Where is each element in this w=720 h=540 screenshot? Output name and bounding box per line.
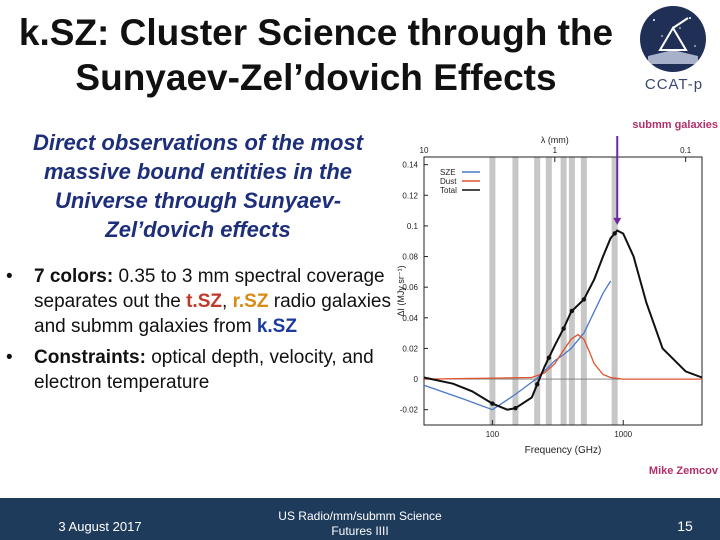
bullet-label: 7 colors:	[34, 266, 114, 287]
band-stripe	[534, 157, 541, 425]
top-tick-label: 0.1	[680, 146, 692, 155]
y-tick-label: 0.06	[402, 283, 418, 292]
intro-line-2: massive bound entities in the	[43, 159, 353, 184]
ksz-term: k.SZ	[256, 316, 297, 337]
bullet-label: Constraints:	[34, 347, 146, 368]
legend-label: SZE	[440, 168, 456, 177]
top-axis-label: λ (mm)	[541, 135, 569, 145]
data-point	[546, 355, 552, 360]
bullet-text: 0.35 to 3 mm spectral coverage separates…	[34, 266, 385, 312]
bullet-list: • 7 colors: 0.35 to 3 mm spectral covera…	[6, 264, 394, 401]
band-stripe	[512, 157, 519, 425]
footer-date: 3 August 2017	[58, 519, 142, 534]
data-point	[569, 308, 575, 314]
y-tick-label: 0.04	[402, 314, 418, 323]
band-stripe	[580, 157, 587, 425]
y-tick-label: 0.1	[407, 222, 419, 231]
page-number: 15	[677, 518, 693, 534]
logo-text: CCAT-p	[644, 76, 704, 93]
footer-center-text: US Radio/mm/submm Science Futures IIII	[250, 509, 470, 539]
bullet-dot-icon: •	[6, 266, 13, 287]
legend-label: Total	[440, 186, 457, 195]
y-tick-label: -0.02	[400, 406, 419, 415]
y-tick-label: 0	[414, 375, 419, 384]
plot-frame	[423, 156, 703, 426]
y-axis-label: ΔI (MJy sr⁻¹)	[396, 265, 406, 316]
footer-bar: 3 August 2017 US Radio/mm/submm Science …	[0, 498, 720, 540]
band-stripe	[545, 157, 552, 425]
top-tick-label: 1	[553, 146, 558, 155]
band-stripe	[611, 157, 618, 425]
top-tick-label: 10	[420, 146, 429, 155]
intro-line-1: Direct observations of the most	[32, 130, 364, 155]
footer-center-line-2: Futures IIII	[331, 524, 389, 538]
legend-label: Dust	[440, 177, 457, 186]
bullet-dot-icon: •	[6, 347, 13, 368]
y-tick-label: 0.14	[402, 161, 418, 170]
band-stripe	[560, 157, 567, 425]
sz-spectrum-chart: -0.02 0 0.02 0.04 0.06 0.08 0.1 0.12 0.14 100 1000…	[392, 112, 720, 484]
arrow-head-icon	[613, 217, 622, 225]
slide-title: k.SZ: Cluster Science through the Sunyae…	[0, 10, 632, 100]
y-tick-label: 0.12	[402, 191, 418, 200]
series-line-dust	[423, 333, 702, 380]
data-point	[581, 297, 587, 302]
x-tick-label: 1000	[614, 430, 632, 439]
data-point	[513, 405, 518, 411]
bullet-text: optical depth, velocity, and electron te…	[34, 347, 374, 393]
x-axis-label: Frequency (GHz)	[525, 445, 602, 456]
band-stripe	[489, 157, 496, 425]
intro-line-3: Universe through Sunyaev-	[54, 188, 342, 213]
ccat-logo: CCAT-p	[632, 6, 716, 98]
data-point	[490, 401, 495, 406]
data-point	[612, 231, 617, 236]
series-line-total	[423, 229, 703, 411]
intro-text: Direct observations of the most massive …	[8, 128, 388, 244]
y-tick-label: 0.02	[402, 344, 418, 353]
data-point	[535, 382, 540, 387]
band-stripe	[568, 157, 575, 425]
footer-center-line-1: US Radio/mm/submm Science	[278, 509, 442, 523]
x-tick-label: 100	[486, 430, 500, 439]
bullet-text-2: radio galaxies and submm galaxies from	[34, 291, 391, 337]
bullet-item-constraints: • Constraints: optical depth, velocity, …	[6, 345, 394, 395]
tsz-term: t.SZ	[186, 291, 222, 312]
series-line-sze	[423, 280, 612, 411]
title-line-2: Sunyaev-Zel’dovich Effects	[75, 57, 557, 98]
chart-svg: -0.02 0 0.02 0.04 0.06 0.08 0.1 0.12 0.14 100 1000…	[396, 119, 719, 477]
credit-text: Mike Zemcov	[649, 465, 719, 477]
submm-annotation: submm galaxies	[632, 119, 718, 131]
comma: ,	[222, 291, 228, 312]
telescope-logo-icon	[640, 6, 706, 72]
y-tick-label: 0.08	[402, 253, 418, 262]
title-line-1: k.SZ: Cluster Science through the	[18, 12, 614, 53]
data-point	[561, 326, 566, 331]
bullet-item-colors: • 7 colors: 0.35 to 3 mm spectral covera…	[6, 264, 394, 339]
intro-line-4: Zel’dovich effects	[105, 217, 291, 242]
rsz-term: r.SZ	[232, 291, 269, 312]
